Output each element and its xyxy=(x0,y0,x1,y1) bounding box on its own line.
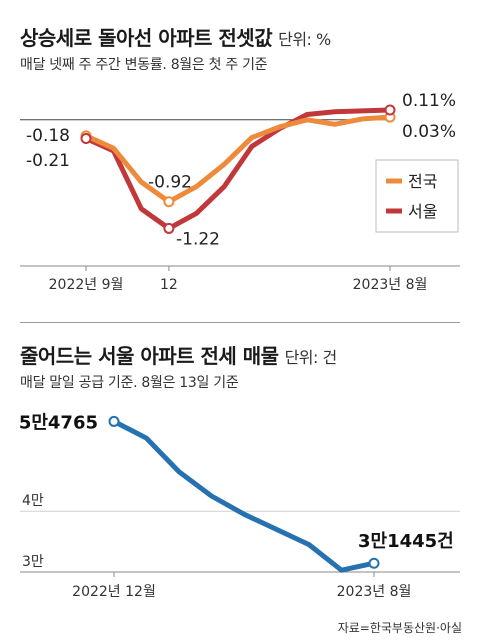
series-line-listings xyxy=(111,418,377,573)
x-tick-label: 2023년 8월 xyxy=(337,584,412,600)
data-label-listings-end: 3만1445건 xyxy=(358,531,454,552)
chart2-title: 줄어드는 서울 아파트 전세 매물 단위: 건 xyxy=(20,344,338,368)
data-label-seoul-end: 0.11% xyxy=(402,91,456,111)
chart2-svg: 3만 4만 2022년 12월 2023년 8월 5만4765 3만1445건 xyxy=(19,412,460,600)
data-label-listings-start: 5만4765 xyxy=(19,412,98,433)
data-point-seoul xyxy=(384,104,396,116)
chart1-unit: 단위: % xyxy=(278,30,331,49)
data-point-listings xyxy=(368,557,380,569)
data-point-seoul xyxy=(163,222,175,234)
data-point-listings xyxy=(108,415,120,427)
chart1-title: 상승세로 돌아선 아파트 전셋값 단위: % xyxy=(20,26,331,50)
y-tick-label: 4만 xyxy=(22,493,44,509)
legend-label-national: 전국 xyxy=(408,172,437,191)
data-point-national xyxy=(163,196,175,208)
source-note: 자료=한국부동산원·아실 xyxy=(337,621,462,635)
chart2-subtitle: 매달 말일 공급 기준. 8월은 13일 기준 xyxy=(20,375,239,391)
data-label-seoul-start: -0.21 xyxy=(26,151,70,171)
x-tick-label: 2023년 8월 xyxy=(353,277,428,293)
section-divider xyxy=(20,322,460,323)
data-label-national-end: 0.03% xyxy=(402,122,456,142)
x-tick-label: 2022년 9월 xyxy=(49,277,124,293)
legend-label-seoul: 서울 xyxy=(408,202,437,221)
chart2-unit: 단위: 건 xyxy=(284,348,338,367)
chart1-subtitle: 매달 넷째 주 주간 변동률. 8월은 첫 주 기준 xyxy=(20,57,268,73)
x-tick-label: 2022년 12월 xyxy=(72,584,156,600)
series-line-national xyxy=(83,114,393,205)
data-label-national-min: -0.92 xyxy=(148,173,192,193)
data-point-seoul xyxy=(80,133,92,145)
series-line-seoul xyxy=(83,107,393,231)
data-label-seoul-min: -1.22 xyxy=(176,229,220,249)
legend-box xyxy=(375,159,459,233)
x-tick-label: 12 xyxy=(160,277,178,293)
data-label-national-start: -0.18 xyxy=(26,126,70,146)
y-tick-label: 3만 xyxy=(22,554,44,570)
chart1-svg: 2022년 9월 12 2023년 8월 -0.18 -0.21 -0.92 -1.22 0.… xyxy=(20,91,460,293)
